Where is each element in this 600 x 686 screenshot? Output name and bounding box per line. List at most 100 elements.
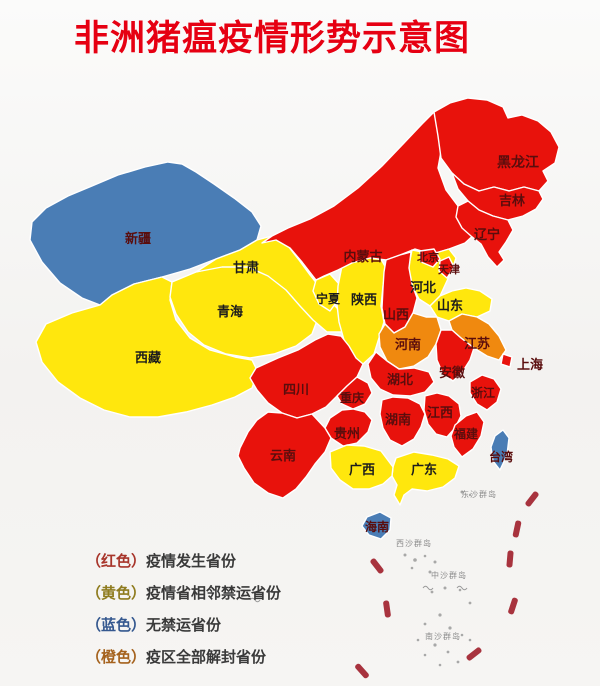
province-label-shanghai: 上海 xyxy=(517,357,543,372)
province-label-hainan: 海南 xyxy=(365,519,389,534)
province-shaanxi xyxy=(336,253,387,365)
islet-dot xyxy=(443,586,447,590)
province-fujian xyxy=(450,411,485,458)
province-label-xinjiang: 新疆 xyxy=(125,231,151,246)
province-shanghai xyxy=(500,353,513,368)
province-label-zhejiang: 浙江 xyxy=(471,385,495,400)
page-title: 非洲猪瘟疫情形势示意图 xyxy=(74,19,471,58)
province-hunan xyxy=(379,396,426,447)
province-label-shandong: 山东 xyxy=(437,298,463,313)
legend-color-word: （红色） xyxy=(86,553,147,570)
islet-dot xyxy=(438,663,442,667)
islet-dot xyxy=(433,560,437,564)
province-label-yunnan: 云南 xyxy=(270,448,296,463)
dash-segment xyxy=(506,550,514,568)
islet-dot xyxy=(456,660,460,664)
sea-label: 南沙群岛 xyxy=(425,631,461,641)
islet-dot xyxy=(423,554,427,558)
province-label-qinghai: 青海 xyxy=(217,304,243,319)
province-tianjin xyxy=(438,256,455,279)
islet-dot xyxy=(468,601,472,605)
province-label-jiangsu: 江苏 xyxy=(464,336,490,351)
islet-dot xyxy=(410,566,414,570)
legend-item-1: （黄色）疫情省相邻禁运省份 xyxy=(86,578,281,610)
wave-mark xyxy=(456,585,468,591)
province-label-taiwan: 台湾 xyxy=(489,449,513,464)
province-beijing xyxy=(419,248,441,268)
province-label-hubei: 湖北 xyxy=(387,372,413,387)
islet-dot xyxy=(416,638,420,642)
islet-dot xyxy=(446,650,450,654)
dash-segment xyxy=(383,600,391,618)
sea-label: 东沙群岛 xyxy=(461,489,497,499)
province-label-guangdong: 广东 xyxy=(411,462,437,477)
province-ningxia xyxy=(312,273,341,312)
islet-dot xyxy=(458,588,462,592)
islet-dot xyxy=(423,622,427,626)
province-label-anhui: 安徽 xyxy=(439,365,466,380)
islet-dot xyxy=(460,490,464,494)
dash-segment xyxy=(370,558,384,574)
dash-segment xyxy=(466,647,482,661)
province-label-tianjin: 天津 xyxy=(438,262,460,276)
province-label-chongqing: 重庆 xyxy=(340,390,364,405)
islet-dot xyxy=(413,558,417,562)
sea-label: 中沙群岛 xyxy=(431,570,467,580)
province-chongqing xyxy=(336,376,373,410)
islet-dot xyxy=(403,553,407,557)
legend-color-word: （黄色） xyxy=(86,585,147,602)
province-label-hebei: 河北 xyxy=(410,280,436,295)
province-label-ningxia: 宁夏 xyxy=(316,291,341,306)
province-label-sichuan: 四川 xyxy=(283,382,309,397)
province-shapes xyxy=(29,97,560,540)
islet-dot xyxy=(438,613,442,617)
islet-dot xyxy=(423,653,427,657)
province-guangxi xyxy=(329,444,394,490)
legend-text: 疫区全部解封省份 xyxy=(146,649,267,666)
province-zhejiang xyxy=(469,374,502,411)
islet-dot xyxy=(460,633,464,637)
legend-item-3: （橙色）疫区全部解封省份 xyxy=(86,642,281,674)
province-hainan xyxy=(361,511,392,540)
dash-segment xyxy=(355,663,369,679)
province-label-jilin: 吉林 xyxy=(499,193,525,208)
nine-dash-line xyxy=(355,491,539,679)
islet-dot xyxy=(433,643,437,647)
legend-color-word: （橙色） xyxy=(86,649,147,666)
islet-dot xyxy=(468,638,472,642)
province-label-heilongjiang: 黑龙江 xyxy=(497,154,539,170)
legend-item-2: （蓝色）无禁运省份 xyxy=(86,610,281,642)
province-label-gansu: 甘肃 xyxy=(233,260,259,275)
legend-color-word: （蓝色） xyxy=(86,617,147,634)
province-label-liaoning: 辽宁 xyxy=(474,227,500,242)
legend-text: 疫情发生省份 xyxy=(146,553,237,570)
islet-dot xyxy=(430,590,434,594)
wave-mark xyxy=(422,585,434,591)
province-label-fujian: 福建 xyxy=(453,426,479,441)
islet-dot xyxy=(468,493,472,497)
province-yunnan xyxy=(237,411,332,499)
province-shandong xyxy=(429,287,493,322)
island-dots xyxy=(249,490,472,667)
province-label-shaanxi: 陕西 xyxy=(351,292,377,307)
legend-text: 无禁运省份 xyxy=(146,617,222,634)
legend: （红色）疫情发生省份 （黄色）疫情省相邻禁运省份 （蓝色）无禁运省份 （橙色）疫区全部… xyxy=(86,546,281,674)
province-guangdong xyxy=(391,451,460,506)
province-label-guizhou: 贵州 xyxy=(334,426,360,441)
province-label-beijing: 北京 xyxy=(417,250,439,264)
islet-dot xyxy=(428,570,432,574)
sea-label: 西沙群岛 xyxy=(396,538,432,548)
province-anhui xyxy=(435,329,475,382)
province-hubei xyxy=(367,351,435,397)
legend-text: 疫情省相邻禁运省份 xyxy=(146,585,282,602)
dash-segment xyxy=(512,520,522,538)
province-liaoning xyxy=(455,200,514,268)
province-taiwan xyxy=(490,429,510,471)
wave-mark xyxy=(249,597,261,603)
province-label-henan: 河南 xyxy=(395,337,421,352)
province-label-hunan: 湖南 xyxy=(385,412,411,427)
dash-segment xyxy=(525,491,539,507)
